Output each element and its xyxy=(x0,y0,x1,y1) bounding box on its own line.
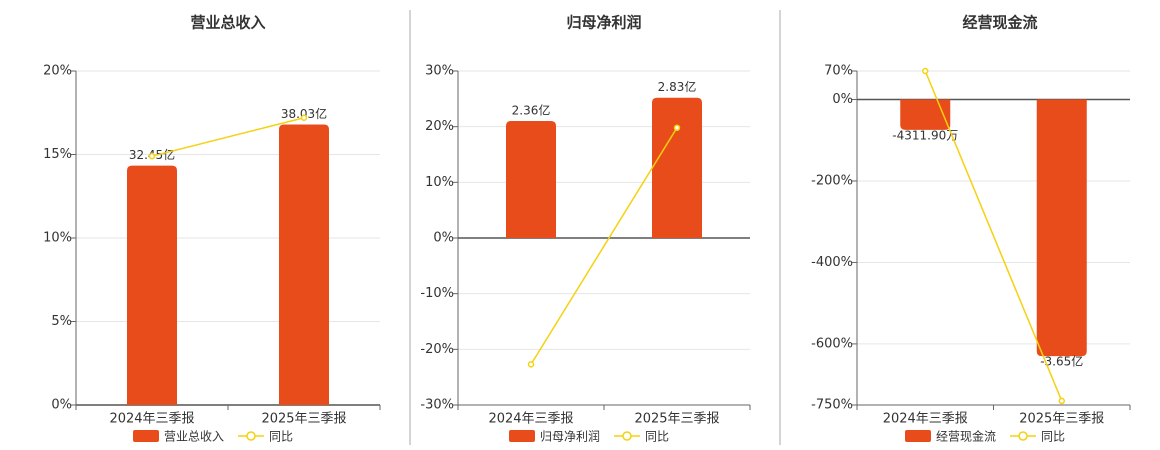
x-tick-label: 2024年三季报 xyxy=(883,412,968,427)
y-tick-label: -30% xyxy=(420,398,454,413)
legend-label: 同比 xyxy=(645,430,669,444)
line-point xyxy=(300,114,308,122)
legend-label: 同比 xyxy=(1041,430,1065,444)
x-tick-label: 2025年三季报 xyxy=(261,412,346,427)
y-tick-label: 0% xyxy=(832,92,853,107)
y-tick-label: 20% xyxy=(43,64,72,79)
y-tick-label: 10% xyxy=(425,175,454,190)
y-tick-label: 30% xyxy=(425,64,454,79)
y-tick-label: 0% xyxy=(433,231,454,246)
chart-title: 经营现金流 xyxy=(962,14,1037,32)
value-label: -4311.90万 xyxy=(892,128,958,142)
legend-label: 同比 xyxy=(269,430,293,444)
legend-label: 归母净利润 xyxy=(540,430,600,444)
legend-label: 经营现金流 xyxy=(936,429,996,444)
y-tick-label: 20% xyxy=(425,119,454,134)
value-label: 38.03亿 xyxy=(281,106,327,121)
y-tick-label: -10% xyxy=(420,286,454,301)
line-point xyxy=(1058,397,1065,405)
y-tick-label: -750% xyxy=(811,398,853,413)
x-tick-label: 2024年三季报 xyxy=(109,412,194,427)
x-tick-label: 2024年三季报 xyxy=(488,412,573,427)
bar xyxy=(506,121,556,238)
bar xyxy=(652,97,702,238)
y-tick-label: 70% xyxy=(824,64,853,79)
line xyxy=(530,127,678,365)
legend-swatch xyxy=(1018,431,1028,441)
legend-swatch xyxy=(133,430,159,442)
line-point xyxy=(527,361,535,368)
line-point xyxy=(922,67,929,75)
y-tick-label: 0% xyxy=(51,398,72,413)
bar xyxy=(900,99,951,130)
x-tick-label: 2025年三季报 xyxy=(634,412,719,427)
bar xyxy=(279,124,329,405)
legend-label: 营业总收入 xyxy=(164,430,224,444)
x-tick-label: 2025年三季报 xyxy=(1019,412,1104,427)
bar xyxy=(1036,99,1087,357)
legend-swatch xyxy=(246,431,256,441)
value-label: -3.65亿 xyxy=(1040,354,1083,369)
line-point xyxy=(673,124,681,132)
chart-panel: 归母净利润 -30% -20% -10% 0% 10% 20% 30% 2024年三季报 2025… xyxy=(420,14,751,444)
y-tick-label: 15% xyxy=(43,147,72,162)
line xyxy=(924,70,1063,402)
chart-title: 归母净利润 xyxy=(566,14,641,32)
y-tick-label: 10% xyxy=(43,231,72,246)
bar xyxy=(127,165,177,405)
value-label: 2.83亿 xyxy=(658,79,697,94)
y-tick-label: 5% xyxy=(51,314,72,329)
value-label: 2.36亿 xyxy=(512,103,551,118)
y-tick-label: -400% xyxy=(811,255,853,270)
chart-panel: 营业总收入0%5%10%15%20%2024年三季报2025年三季报32.45亿… xyxy=(43,14,381,444)
legend-swatch xyxy=(905,430,931,442)
chart-panel: 经营现金流 -750% -600% -400% -200% 0% 70% 2024年三季报 20… xyxy=(811,14,1131,444)
y-tick-label: -600% xyxy=(811,336,853,351)
y-tick-label: -200% xyxy=(811,173,853,188)
legend-swatch xyxy=(622,431,632,441)
chart-title: 营业总收入 xyxy=(190,14,265,32)
legend-swatch xyxy=(509,430,535,442)
line xyxy=(151,117,305,157)
y-tick-label: -20% xyxy=(420,342,454,357)
line-point xyxy=(148,152,156,160)
